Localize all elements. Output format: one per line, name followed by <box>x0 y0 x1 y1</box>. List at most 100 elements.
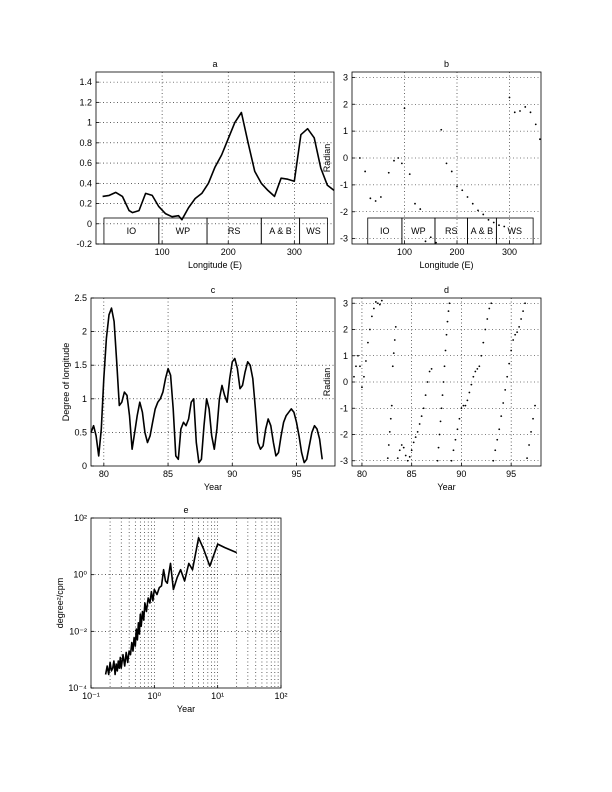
data-point <box>539 138 541 141</box>
y-tick-label: -1 <box>340 180 348 190</box>
x-tick-label: 10⁰ <box>148 691 162 701</box>
y-axis-label-b: Radian <box>322 144 332 173</box>
x-tick-label: 100 <box>155 247 170 257</box>
data-point <box>402 446 405 449</box>
y-tick-label: 2 <box>343 99 348 109</box>
regions-b: IO WP RS A & B WS <box>367 217 534 245</box>
data-point <box>365 360 367 362</box>
data-point <box>508 362 511 365</box>
panel-e: 10⁻¹ 10⁰ 10¹ 10² 10⁻⁴ 10⁻² 10⁰ 10² e Year degree²/… <box>55 505 288 714</box>
data-point <box>506 375 509 378</box>
y-tick-label: 0 <box>82 461 87 471</box>
data-point <box>392 352 395 355</box>
x-tick-label: 80 <box>99 469 109 479</box>
data-point <box>390 404 393 407</box>
region-label: RS <box>445 226 458 236</box>
data-point <box>416 430 419 433</box>
data-point <box>380 299 383 302</box>
data-point <box>529 111 532 114</box>
y-tick-label: 3 <box>343 72 348 82</box>
data-point <box>406 459 409 462</box>
x-tick-label: 85 <box>163 469 173 479</box>
y-tick-label: -3 <box>340 456 348 466</box>
y-tick-label: 0.8 <box>79 138 92 148</box>
y-tick-label: 1 <box>343 126 348 136</box>
data-point <box>396 457 399 460</box>
data-point <box>476 367 479 370</box>
data-point <box>388 430 391 433</box>
data-point <box>498 224 500 227</box>
data-point <box>374 200 377 202</box>
data-point <box>530 430 532 433</box>
y-tick-label: 0.2 <box>79 199 92 209</box>
data-point <box>519 110 521 112</box>
data-point <box>355 365 357 368</box>
data-point <box>361 386 363 389</box>
data-point <box>482 213 485 216</box>
y-axis-label-c: Degree of longitude <box>61 343 71 422</box>
data-point <box>462 404 465 407</box>
data-point <box>440 407 443 410</box>
data-point <box>440 128 443 131</box>
axes-frame-c <box>90 297 336 467</box>
y-tick-label: -1 <box>340 403 348 413</box>
data-point <box>394 325 397 328</box>
y-tick-label: 2 <box>82 327 87 337</box>
y-tick-label: 0 <box>343 377 348 387</box>
x-axis-label-a: Longitude (E) <box>188 260 242 270</box>
data-point <box>367 341 369 344</box>
data-point <box>393 339 396 341</box>
x-axis-label-b: Longitude (E) <box>419 260 473 270</box>
data-point <box>498 428 501 431</box>
data-point <box>437 446 440 449</box>
data-point <box>442 381 445 383</box>
region-label: WS <box>306 226 321 236</box>
chart-title-b: b <box>444 59 449 69</box>
x-axis-label-e: Year <box>177 704 195 714</box>
chart-title-e: e <box>183 505 188 515</box>
series-line-e <box>104 536 238 676</box>
x-tick-label: 10² <box>274 691 287 701</box>
data-point <box>478 365 481 368</box>
data-point <box>490 302 493 305</box>
data-point <box>393 159 395 162</box>
y-tick-label: -0.2 <box>76 239 92 249</box>
grid-a <box>96 72 334 244</box>
data-point <box>516 331 519 334</box>
data-point <box>502 402 505 404</box>
data-point <box>522 310 524 313</box>
series-line-a <box>102 111 335 221</box>
data-point <box>488 307 491 310</box>
data-point <box>504 388 507 391</box>
data-point <box>492 221 495 224</box>
data-point <box>429 236 432 239</box>
data-point <box>474 370 477 373</box>
region-box <box>299 217 328 245</box>
data-point <box>446 320 449 323</box>
data-point <box>424 240 427 243</box>
data-point <box>353 375 355 378</box>
data-point <box>456 428 459 431</box>
series-points-b <box>358 96 541 244</box>
x-tick-label: 90 <box>227 469 237 479</box>
y-tick-label: 1.2 <box>79 97 92 107</box>
data-point <box>403 107 406 110</box>
y-tick-label: 2 <box>343 325 348 335</box>
data-point <box>450 459 453 462</box>
data-point <box>404 454 407 457</box>
series-points-d <box>353 299 536 462</box>
x-tick-label: 200 <box>449 247 464 257</box>
grid-b <box>352 72 541 244</box>
region-label: A & B <box>471 226 494 236</box>
series-line-c <box>90 307 323 464</box>
region-label: IO <box>380 226 390 236</box>
x-tick-label: 300 <box>287 247 302 257</box>
y-tick-label: -3 <box>340 234 348 244</box>
data-point <box>461 189 464 192</box>
data-point <box>379 196 382 198</box>
data-point <box>435 241 437 244</box>
data-point <box>428 370 431 373</box>
data-point <box>420 415 423 418</box>
axes-frame-e <box>90 517 282 689</box>
